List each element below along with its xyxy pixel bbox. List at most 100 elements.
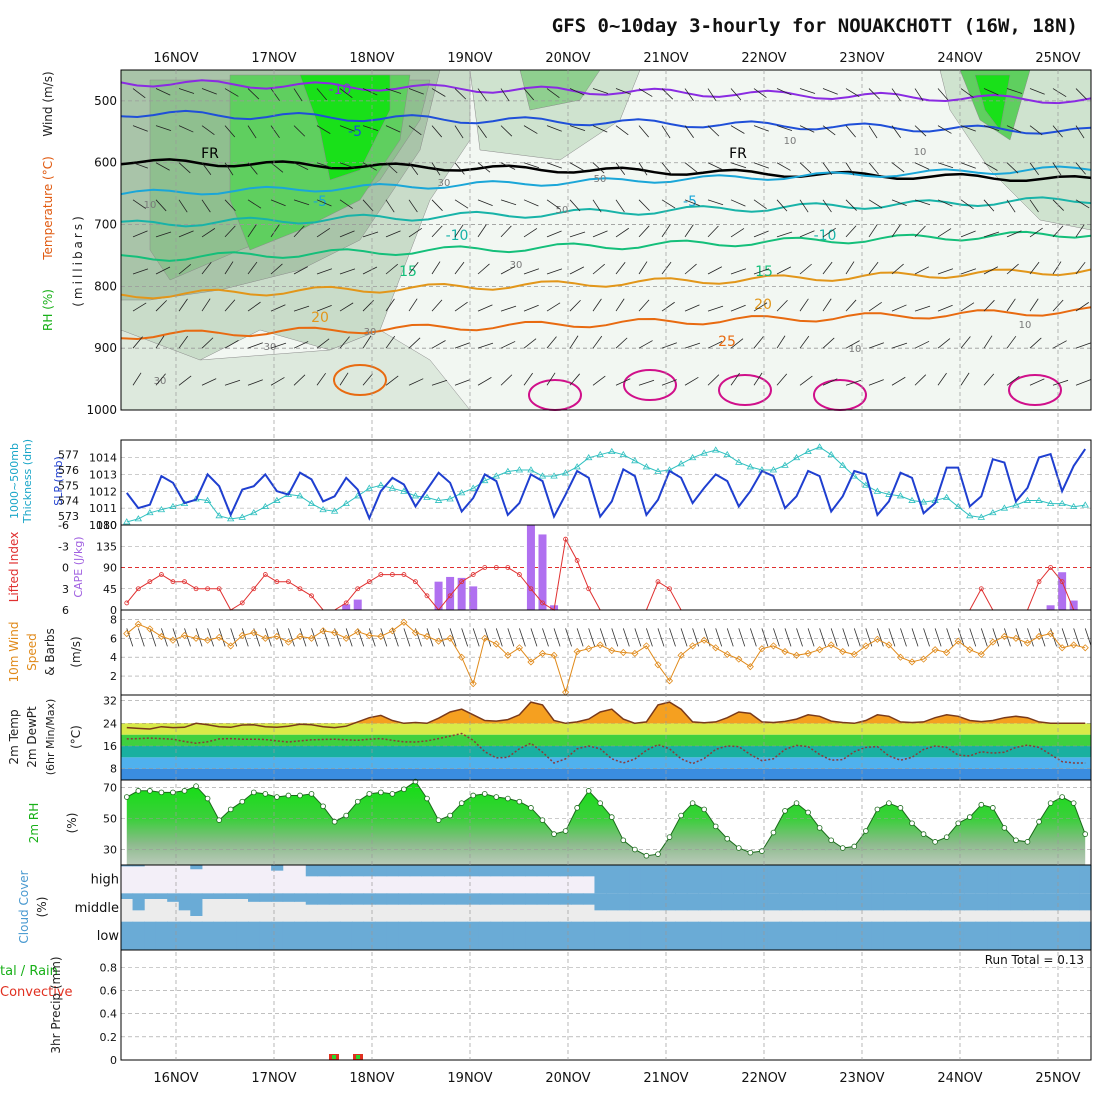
thickness-point — [157, 505, 166, 513]
thickness-point — [631, 457, 639, 464]
rh-point — [978, 801, 985, 808]
rh-point — [123, 794, 130, 800]
wind-barb — [132, 372, 142, 386]
cloud-bar — [709, 921, 723, 950]
cloud-bar — [421, 893, 434, 905]
wind-barb — [868, 261, 879, 275]
wind-barb — [155, 373, 166, 386]
cape-bar — [353, 599, 362, 610]
cloud-bar — [478, 893, 492, 905]
wind-barb — [316, 125, 331, 134]
thickness-point — [619, 450, 628, 458]
wind-barb — [178, 335, 189, 349]
wind-barb — [707, 162, 723, 170]
wind10m-barb — [542, 628, 549, 647]
wind-barb — [224, 261, 234, 275]
wind-barb — [937, 228, 952, 238]
wind10m-barb — [715, 628, 723, 647]
rh-contour-label: 50 — [556, 205, 569, 216]
wind-barb — [937, 372, 947, 386]
wind-barb — [362, 231, 379, 238]
cloud-bar — [698, 865, 711, 894]
wind10m-panel: 8 6 4 2 — [110, 609, 1092, 696]
cloud-bar — [802, 921, 815, 950]
thickness-point — [377, 481, 385, 488]
thickness-point — [342, 499, 350, 507]
cape-tick-label: 0 — [110, 604, 117, 617]
cloud-bar — [190, 865, 203, 870]
li-point — [1059, 579, 1065, 585]
wind10m-barb — [646, 628, 653, 647]
wind-barb — [132, 199, 146, 209]
wind-barb — [822, 162, 833, 176]
li-point — [262, 572, 268, 577]
rh-point — [897, 805, 904, 811]
thickness-point — [1000, 504, 1009, 511]
wind-speed-point — [1023, 639, 1032, 647]
wind-barb — [776, 373, 788, 386]
cloud-bar — [825, 921, 838, 950]
wind-barb — [914, 199, 931, 206]
wind-speed-point — [319, 627, 327, 635]
thickness-tick-label: 573 — [58, 510, 79, 523]
li-point — [516, 572, 522, 577]
lifted-index-axis-label: Lifted Index — [7, 532, 21, 603]
wind-speed-point — [354, 628, 362, 636]
wind-speed-point — [827, 641, 835, 649]
day-label-bottom: 17NOV — [251, 1071, 296, 1086]
cloud-bar — [582, 865, 596, 877]
cloud-bar — [894, 921, 907, 950]
thickness-point — [896, 492, 905, 499]
wind-speed-point — [227, 642, 235, 650]
cloud-bar — [894, 865, 907, 894]
cloud-bar — [305, 865, 318, 877]
cloud-bar — [363, 921, 376, 950]
temp-contour — [120, 196, 1092, 228]
wind-barb — [615, 199, 625, 213]
cloud-bar — [294, 893, 307, 902]
wind-barb — [201, 262, 212, 275]
wind-speed-point — [434, 637, 443, 645]
wind-barb — [385, 263, 399, 275]
wind-speed-point — [746, 663, 754, 671]
cloud-bar — [606, 893, 619, 911]
wind-speed-point — [1081, 644, 1089, 652]
wind-barb — [270, 342, 287, 349]
thickness-point — [735, 458, 743, 465]
wind-barb — [155, 335, 165, 349]
wind-barb — [477, 125, 487, 139]
wind-barb — [201, 337, 214, 349]
warm-cell-contour — [718, 374, 772, 406]
cloud-bar — [132, 893, 145, 911]
thickness-point — [330, 507, 339, 514]
cloud-bar — [1044, 865, 1057, 894]
cloud-bar — [386, 865, 399, 877]
run-total-label: Run Total = 0.13 — [985, 953, 1084, 967]
cloud-bar — [1067, 865, 1081, 894]
temp-axis-label-4: (°C) — [69, 725, 83, 749]
thickness-point — [700, 449, 708, 456]
wind-barb — [1029, 125, 1043, 136]
wind-barb — [132, 302, 147, 312]
wind-barb — [1006, 125, 1022, 133]
cloud-bar — [686, 865, 699, 894]
cloud-bar — [652, 865, 665, 894]
rh-contour-label: 50 — [594, 174, 607, 185]
rh-point — [689, 800, 696, 806]
cloud-bar — [502, 893, 515, 905]
wind10m-barb — [530, 628, 538, 647]
day-label-top: 25NOV — [1035, 51, 1080, 66]
cloud-bar — [502, 921, 515, 950]
temp-band — [121, 768, 1091, 780]
wind-tick-label: 8 — [110, 613, 117, 626]
rh-point — [1059, 794, 1065, 800]
cloud-bar — [987, 921, 1000, 950]
wind-barb — [523, 199, 539, 207]
wind-barb — [339, 268, 356, 275]
cloud-bar — [351, 865, 365, 877]
wind-barb — [730, 372, 740, 386]
cloud-bar — [375, 921, 388, 950]
wind10m-barb — [923, 628, 930, 647]
thickness-point — [457, 489, 466, 496]
cloud-bar — [1010, 893, 1023, 911]
